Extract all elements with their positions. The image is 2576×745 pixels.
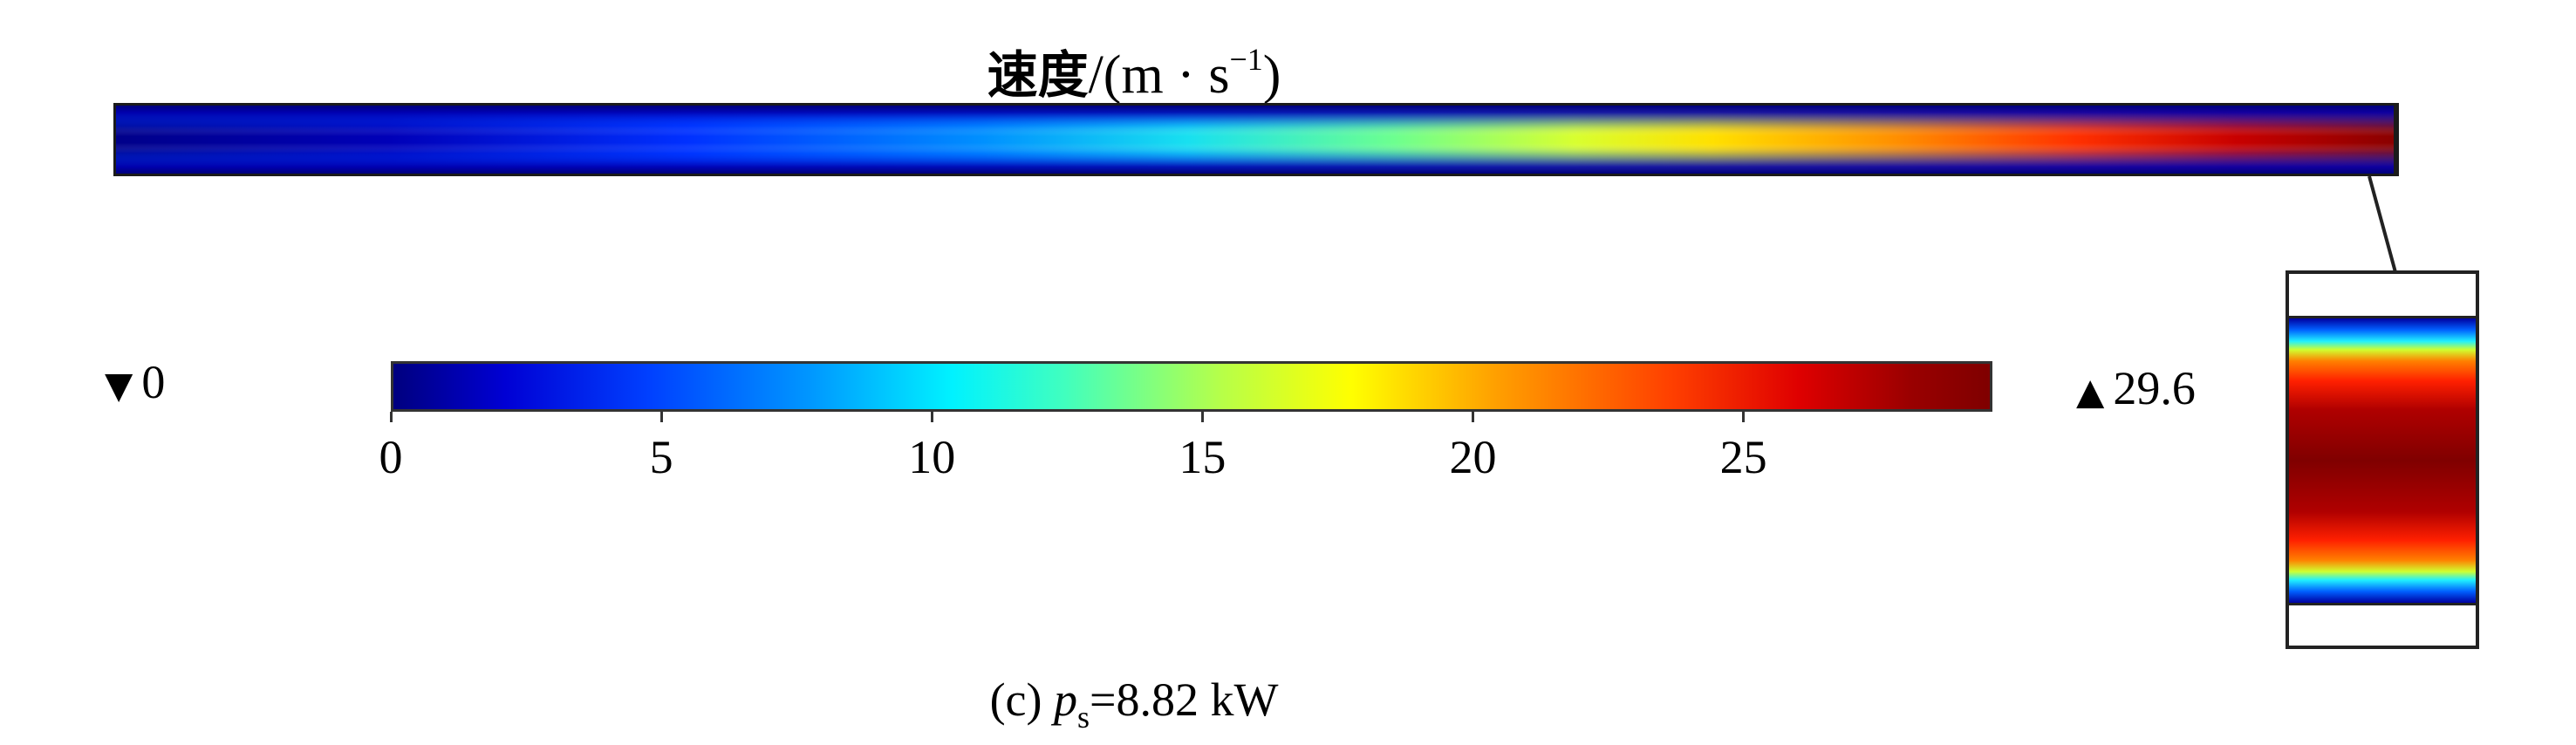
colorbar-tick-label: 5 [649, 431, 673, 483]
caption-value: =8.82 kW [1090, 673, 1279, 726]
figure-title: 速度/(m · s−1) [0, 24, 2268, 110]
velocity-field-pipe [113, 103, 2399, 176]
legend-min: ▼ 0 [105, 356, 165, 412]
zoom-inset-profile [2289, 316, 2476, 605]
caption-prefix: (c) [989, 673, 1054, 726]
colorbar [391, 361, 1992, 412]
colorbar-tick-label: 10 [908, 431, 956, 483]
legend-max-value: 29.6 [2113, 362, 2196, 414]
legend-max: ▲ 29.6 [2076, 362, 2196, 418]
colorbar-tick-label: 0 [379, 431, 403, 483]
caption-subscript: s [1077, 700, 1090, 735]
title-quantity: 速度 [987, 45, 1089, 105]
colorbar-tick [930, 412, 933, 422]
velocity-field-image [116, 106, 2396, 174]
colorbar-tick [659, 412, 663, 422]
title-unit-suffix: ) [1262, 45, 1281, 105]
title-unit-prefix: /(m · s [1088, 45, 1230, 105]
caption-variable: p [1054, 673, 1077, 726]
colorbar-tick [389, 412, 393, 422]
up-triangle-icon: ▲ [2076, 370, 2105, 413]
colorbar-tick [1200, 412, 1204, 422]
colorbar-tick-label: 20 [1449, 431, 1497, 483]
pipe-outlet-edge [2394, 106, 2396, 174]
colorbar-tick [1742, 412, 1746, 422]
down-triangle-icon: ▼ [105, 364, 133, 407]
colorbar-tick-label: 25 [1719, 431, 1767, 483]
colorbar-tick-label: 15 [1179, 431, 1227, 483]
figure-caption: (c) ps=8.82 kW [0, 672, 2268, 745]
legend-min-value: 0 [141, 356, 166, 408]
zoom-inset [2286, 270, 2479, 649]
title-unit-exponent: −1 [1229, 42, 1263, 77]
colorbar-tick [1472, 412, 1475, 422]
